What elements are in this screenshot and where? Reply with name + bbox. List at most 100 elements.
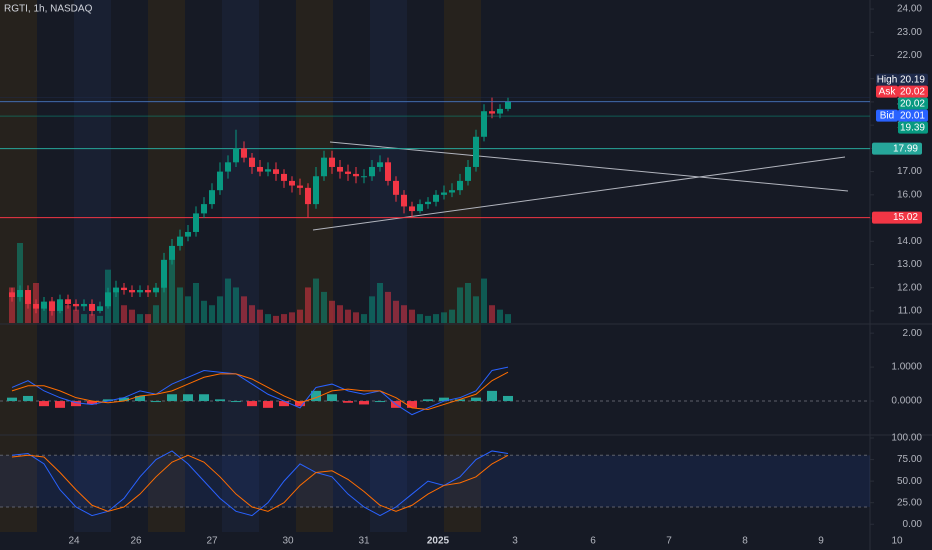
price-tag-name: Ask [879,86,897,97]
candle-body [353,173,359,177]
candle-body [305,187,311,205]
candle-body [393,180,399,195]
histogram-bar [279,401,289,407]
histogram-bar [407,401,417,408]
candle-body [137,290,143,293]
volume-bar [225,278,231,323]
histogram-bar [375,401,385,403]
candle-body [449,190,455,193]
candle-body [417,204,423,212]
histogram-bar [199,394,209,402]
volume-bar [409,309,415,323]
candle-body [289,180,295,186]
volume-bar [233,287,239,323]
session-stripe [333,0,370,532]
y-tick-label: 17.00 [897,166,922,177]
candle-body [321,157,327,177]
y-tick-label: 14.00 [897,236,922,247]
price-tag-name-box [876,85,898,98]
candle-body [401,194,407,207]
y-tick-label: 100.00 [891,433,922,444]
y-tick-label: 75.00 [897,454,922,465]
volume-bar [281,314,287,323]
candle-body [169,245,175,260]
histogram-bar [71,401,81,407]
candle-body [161,259,167,288]
volume-bar [489,305,495,323]
session-stripe [74,0,111,532]
volume-bar [417,314,423,323]
x-tick-label: 8 [742,536,748,547]
price-tag [898,97,928,110]
candle-body [497,108,503,114]
volume-bar [273,315,279,323]
candle-body [505,101,511,109]
price-tag-value: 20.02 [900,98,925,109]
y-tick-label: 50.00 [897,476,922,487]
trendline [329,141,849,192]
histogram-bar [7,397,17,402]
volume-bar [249,305,255,323]
price-tag [898,73,928,86]
volume-bar [241,296,247,323]
volume-bar [129,309,135,323]
candle-body [425,201,431,205]
candle-body [65,299,71,304]
volume-bar [9,287,15,323]
histogram-bar [455,399,465,402]
histogram-bar [119,397,129,402]
candle-body [233,148,239,163]
volume-bar [73,309,79,323]
candle-body [73,303,79,307]
volume-bar [497,309,503,323]
price-tag-name-box [876,109,898,122]
histogram-bar [39,401,49,407]
volume-bar [465,283,471,323]
volume-bar [321,291,327,323]
volume-bar [473,296,479,323]
volume-bar [81,314,87,323]
candle-body [345,171,351,174]
x-tick-label: 27 [206,536,218,547]
y-tick-label: 24.00 [897,4,922,15]
histogram-bar [327,394,337,402]
volume-bar [265,314,271,323]
volume-bar [457,287,463,323]
x-tick-label: 10 [891,536,903,547]
candle-body [201,204,207,214]
candle-body [25,290,31,304]
level-tag-label: 17.99 [893,143,918,154]
x-tick-label: 6 [590,536,596,547]
histogram-bar [343,401,353,403]
histogram-bar [263,401,273,408]
session-stripe [370,0,407,532]
y-tick-label: 0.00 [903,519,923,530]
session-stripe [296,0,333,532]
candle-body [241,148,247,158]
candle-body [153,287,159,293]
candle-body [249,157,255,167]
candle-body [297,185,303,188]
price-tag-name-box [876,73,898,86]
candle-body [105,292,111,307]
candle-body [329,157,335,167]
volume-bar [481,278,487,323]
histogram-bar [167,394,177,402]
volume-bar [25,296,31,323]
volume-bar [185,296,191,323]
volume-bar [65,305,71,323]
volume-bar [97,315,103,323]
candle-body [17,290,23,297]
volume-bar [217,296,223,323]
session-stripe [111,0,148,532]
candle-body [473,136,479,167]
chart-title: RGTI, 1h, NASDAQ [4,4,93,15]
y-tick-label: 13.00 [897,259,922,270]
x-tick-label: 30 [282,536,294,547]
price-tag [898,121,928,134]
volume-bar [209,305,215,323]
candle-body [265,169,271,172]
histogram-bar [87,401,97,405]
volume-bar [393,300,399,323]
candle-body [481,111,487,137]
